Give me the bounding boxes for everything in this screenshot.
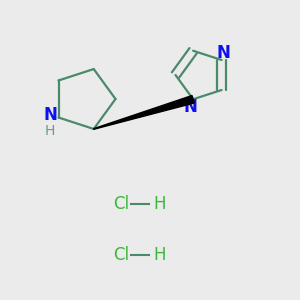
Text: H: H — [45, 124, 55, 138]
Text: N: N — [184, 98, 198, 116]
Text: Cl: Cl — [113, 246, 129, 264]
Text: H: H — [153, 246, 166, 264]
Text: N: N — [216, 44, 230, 62]
Text: H: H — [153, 195, 166, 213]
Text: Cl: Cl — [113, 195, 129, 213]
Text: N: N — [43, 106, 57, 124]
Polygon shape — [94, 95, 194, 129]
